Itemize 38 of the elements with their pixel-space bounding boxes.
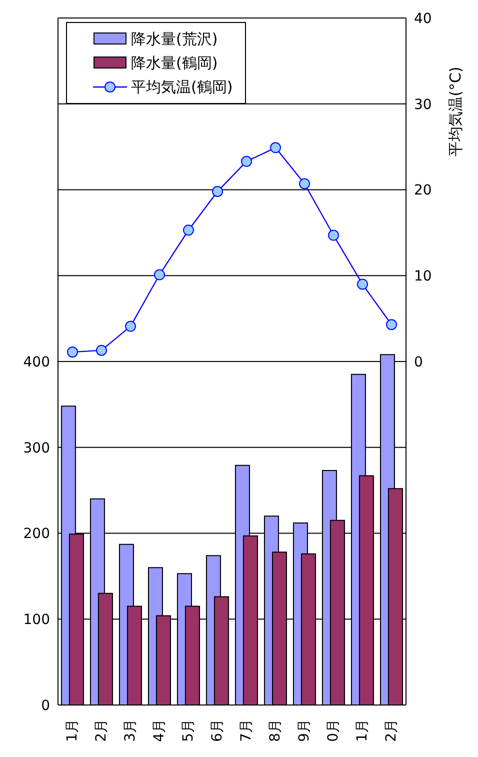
y2-tick-label: 30 xyxy=(414,96,432,113)
point xyxy=(154,269,165,280)
point xyxy=(386,319,397,330)
point xyxy=(241,156,252,167)
point xyxy=(357,278,368,290)
point xyxy=(125,320,136,332)
x-tick-label: 2月 xyxy=(384,719,400,742)
x-tick-label: 6月 xyxy=(210,719,226,742)
point xyxy=(328,230,339,241)
x-tick-label: 1月 xyxy=(354,719,370,742)
point xyxy=(270,142,281,154)
x-tick-label: 2月 xyxy=(94,719,110,742)
x-tick-label: 5月 xyxy=(180,719,196,742)
y2-axis-title: 平均気温(°C) xyxy=(446,66,464,156)
x-tick-label: 0月 xyxy=(326,719,342,742)
x-tick-label: 1月 xyxy=(64,719,80,742)
y-tick-label: 100 xyxy=(23,612,50,628)
point xyxy=(183,224,194,236)
y-tick-label: 200 xyxy=(23,526,50,542)
y2-tick-label: 0 xyxy=(414,354,423,370)
point xyxy=(67,346,78,358)
y2-tick-label: 20 xyxy=(414,182,432,199)
y2-tick-label: 40 xyxy=(414,10,432,27)
y-tick-label: 400 xyxy=(23,354,50,370)
x-tick-label: 8月 xyxy=(268,719,284,742)
legend-label: 平均気温(鶴岡) xyxy=(131,77,233,98)
x-tick-label: 4月 xyxy=(152,719,168,742)
x-tick-label: 9月 xyxy=(296,719,312,742)
x-tick-label: 3月 xyxy=(122,719,138,742)
x-tick-label: 7月 xyxy=(238,719,254,742)
y-tick-label: 300 xyxy=(23,440,50,456)
point xyxy=(299,178,310,190)
point xyxy=(96,344,107,356)
legend-label: 降水量(荒沢) xyxy=(131,29,218,50)
legend-label: 降水量(鶴岡) xyxy=(131,53,218,74)
y-tick-label: 0 xyxy=(41,698,50,714)
y2-tick-label: 10 xyxy=(414,268,432,285)
point xyxy=(212,186,223,197)
